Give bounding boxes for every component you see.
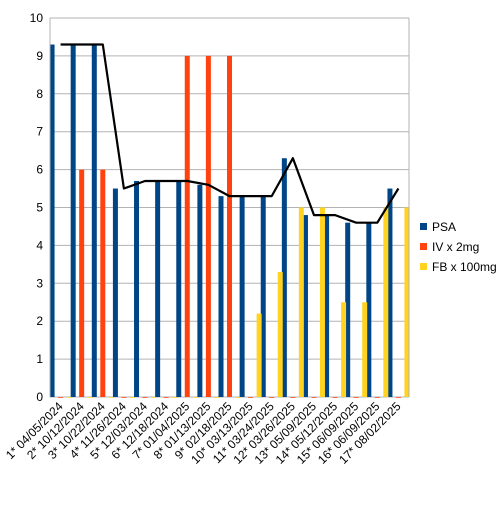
bar-fb-x-100mg bbox=[151, 397, 157, 398]
bar-psa bbox=[197, 184, 203, 397]
bar-psa bbox=[387, 188, 393, 397]
bar-psa bbox=[112, 188, 118, 397]
bar-fb-x-100mg bbox=[383, 207, 389, 397]
bar-iv-x-2mg bbox=[290, 397, 296, 398]
bar-iv-x-2mg bbox=[121, 397, 127, 398]
bar-iv-x-2mg bbox=[163, 397, 169, 398]
bar-psa bbox=[260, 196, 266, 397]
bar-psa bbox=[91, 44, 97, 397]
bar-psa bbox=[366, 222, 372, 397]
bar-fb-x-100mg bbox=[235, 397, 241, 398]
y-tick-label: 2 bbox=[36, 314, 43, 328]
bar-fb-x-100mg bbox=[362, 302, 368, 397]
y-tick-label: 9 bbox=[36, 49, 43, 63]
bar-psa bbox=[218, 196, 224, 397]
bar-fb-x-100mg bbox=[319, 207, 325, 397]
bar-fb-x-100mg bbox=[172, 397, 178, 398]
bar-psa bbox=[324, 215, 330, 397]
bar-psa bbox=[281, 158, 287, 397]
legend-swatch bbox=[420, 223, 427, 230]
bar-iv-x-2mg bbox=[374, 397, 380, 398]
y-tick-label: 8 bbox=[36, 87, 43, 101]
bar-fb-x-100mg bbox=[341, 302, 347, 397]
bar-psa bbox=[49, 44, 55, 397]
legend-label: IV x 2mg bbox=[432, 240, 479, 254]
bar-iv-x-2mg bbox=[58, 397, 64, 398]
trend-line bbox=[60, 43, 400, 224]
y-tick-label: 5 bbox=[36, 201, 43, 215]
y-tick-label: 7 bbox=[36, 125, 43, 139]
y-tick-label: 10 bbox=[30, 11, 44, 25]
y-tick-label: 4 bbox=[36, 238, 43, 252]
y-tick-label: 1 bbox=[36, 352, 43, 366]
bar-iv-x-2mg bbox=[395, 397, 401, 398]
bar-iv-x-2mg bbox=[79, 169, 85, 397]
bar-iv-x-2mg bbox=[353, 397, 359, 398]
bar-psa bbox=[176, 180, 182, 397]
bar-fb-x-100mg bbox=[129, 397, 135, 398]
bar-fb-x-100mg bbox=[277, 271, 283, 397]
bar-psa bbox=[345, 222, 351, 397]
bar-fb-x-100mg bbox=[108, 397, 114, 398]
bar-fb-x-100mg bbox=[404, 207, 410, 397]
bar-psa bbox=[302, 215, 308, 397]
bar-iv-x-2mg bbox=[332, 397, 338, 398]
trend-line-layer bbox=[60, 43, 400, 224]
bar-psa bbox=[70, 44, 76, 397]
bar-psa bbox=[134, 180, 140, 397]
bar-iv-x-2mg bbox=[311, 397, 317, 398]
bar-fb-x-100mg bbox=[66, 397, 72, 398]
bar-iv-x-2mg bbox=[100, 169, 106, 397]
y-tick-label: 0 bbox=[36, 390, 43, 404]
bar-fb-x-100mg bbox=[298, 207, 304, 397]
bar-fb-x-100mg bbox=[256, 313, 262, 397]
bar-psa bbox=[155, 180, 161, 397]
bar-fb-x-100mg bbox=[87, 397, 93, 398]
bar-iv-x-2mg bbox=[142, 397, 148, 398]
y-tick-label: 3 bbox=[36, 276, 43, 290]
bar-iv-x-2mg bbox=[269, 397, 275, 398]
legend: PSA IV x 2mg FB x 100mg bbox=[420, 220, 497, 274]
bar-iv-x-2mg bbox=[248, 397, 254, 398]
bar-fb-x-100mg bbox=[214, 397, 220, 398]
bar-psa bbox=[239, 196, 245, 397]
bar-iv-x-2mg bbox=[184, 55, 190, 398]
bar-iv-x-2mg bbox=[205, 55, 211, 398]
legend-label: PSA bbox=[432, 220, 456, 234]
legend-swatch bbox=[420, 263, 427, 270]
legend-swatch bbox=[420, 243, 427, 250]
bar-fb-x-100mg bbox=[193, 397, 199, 398]
legend-label: FB x 100mg bbox=[432, 260, 497, 274]
bars bbox=[49, 44, 410, 398]
bar-iv-x-2mg bbox=[227, 55, 232, 398]
y-tick-label: 6 bbox=[36, 163, 43, 177]
